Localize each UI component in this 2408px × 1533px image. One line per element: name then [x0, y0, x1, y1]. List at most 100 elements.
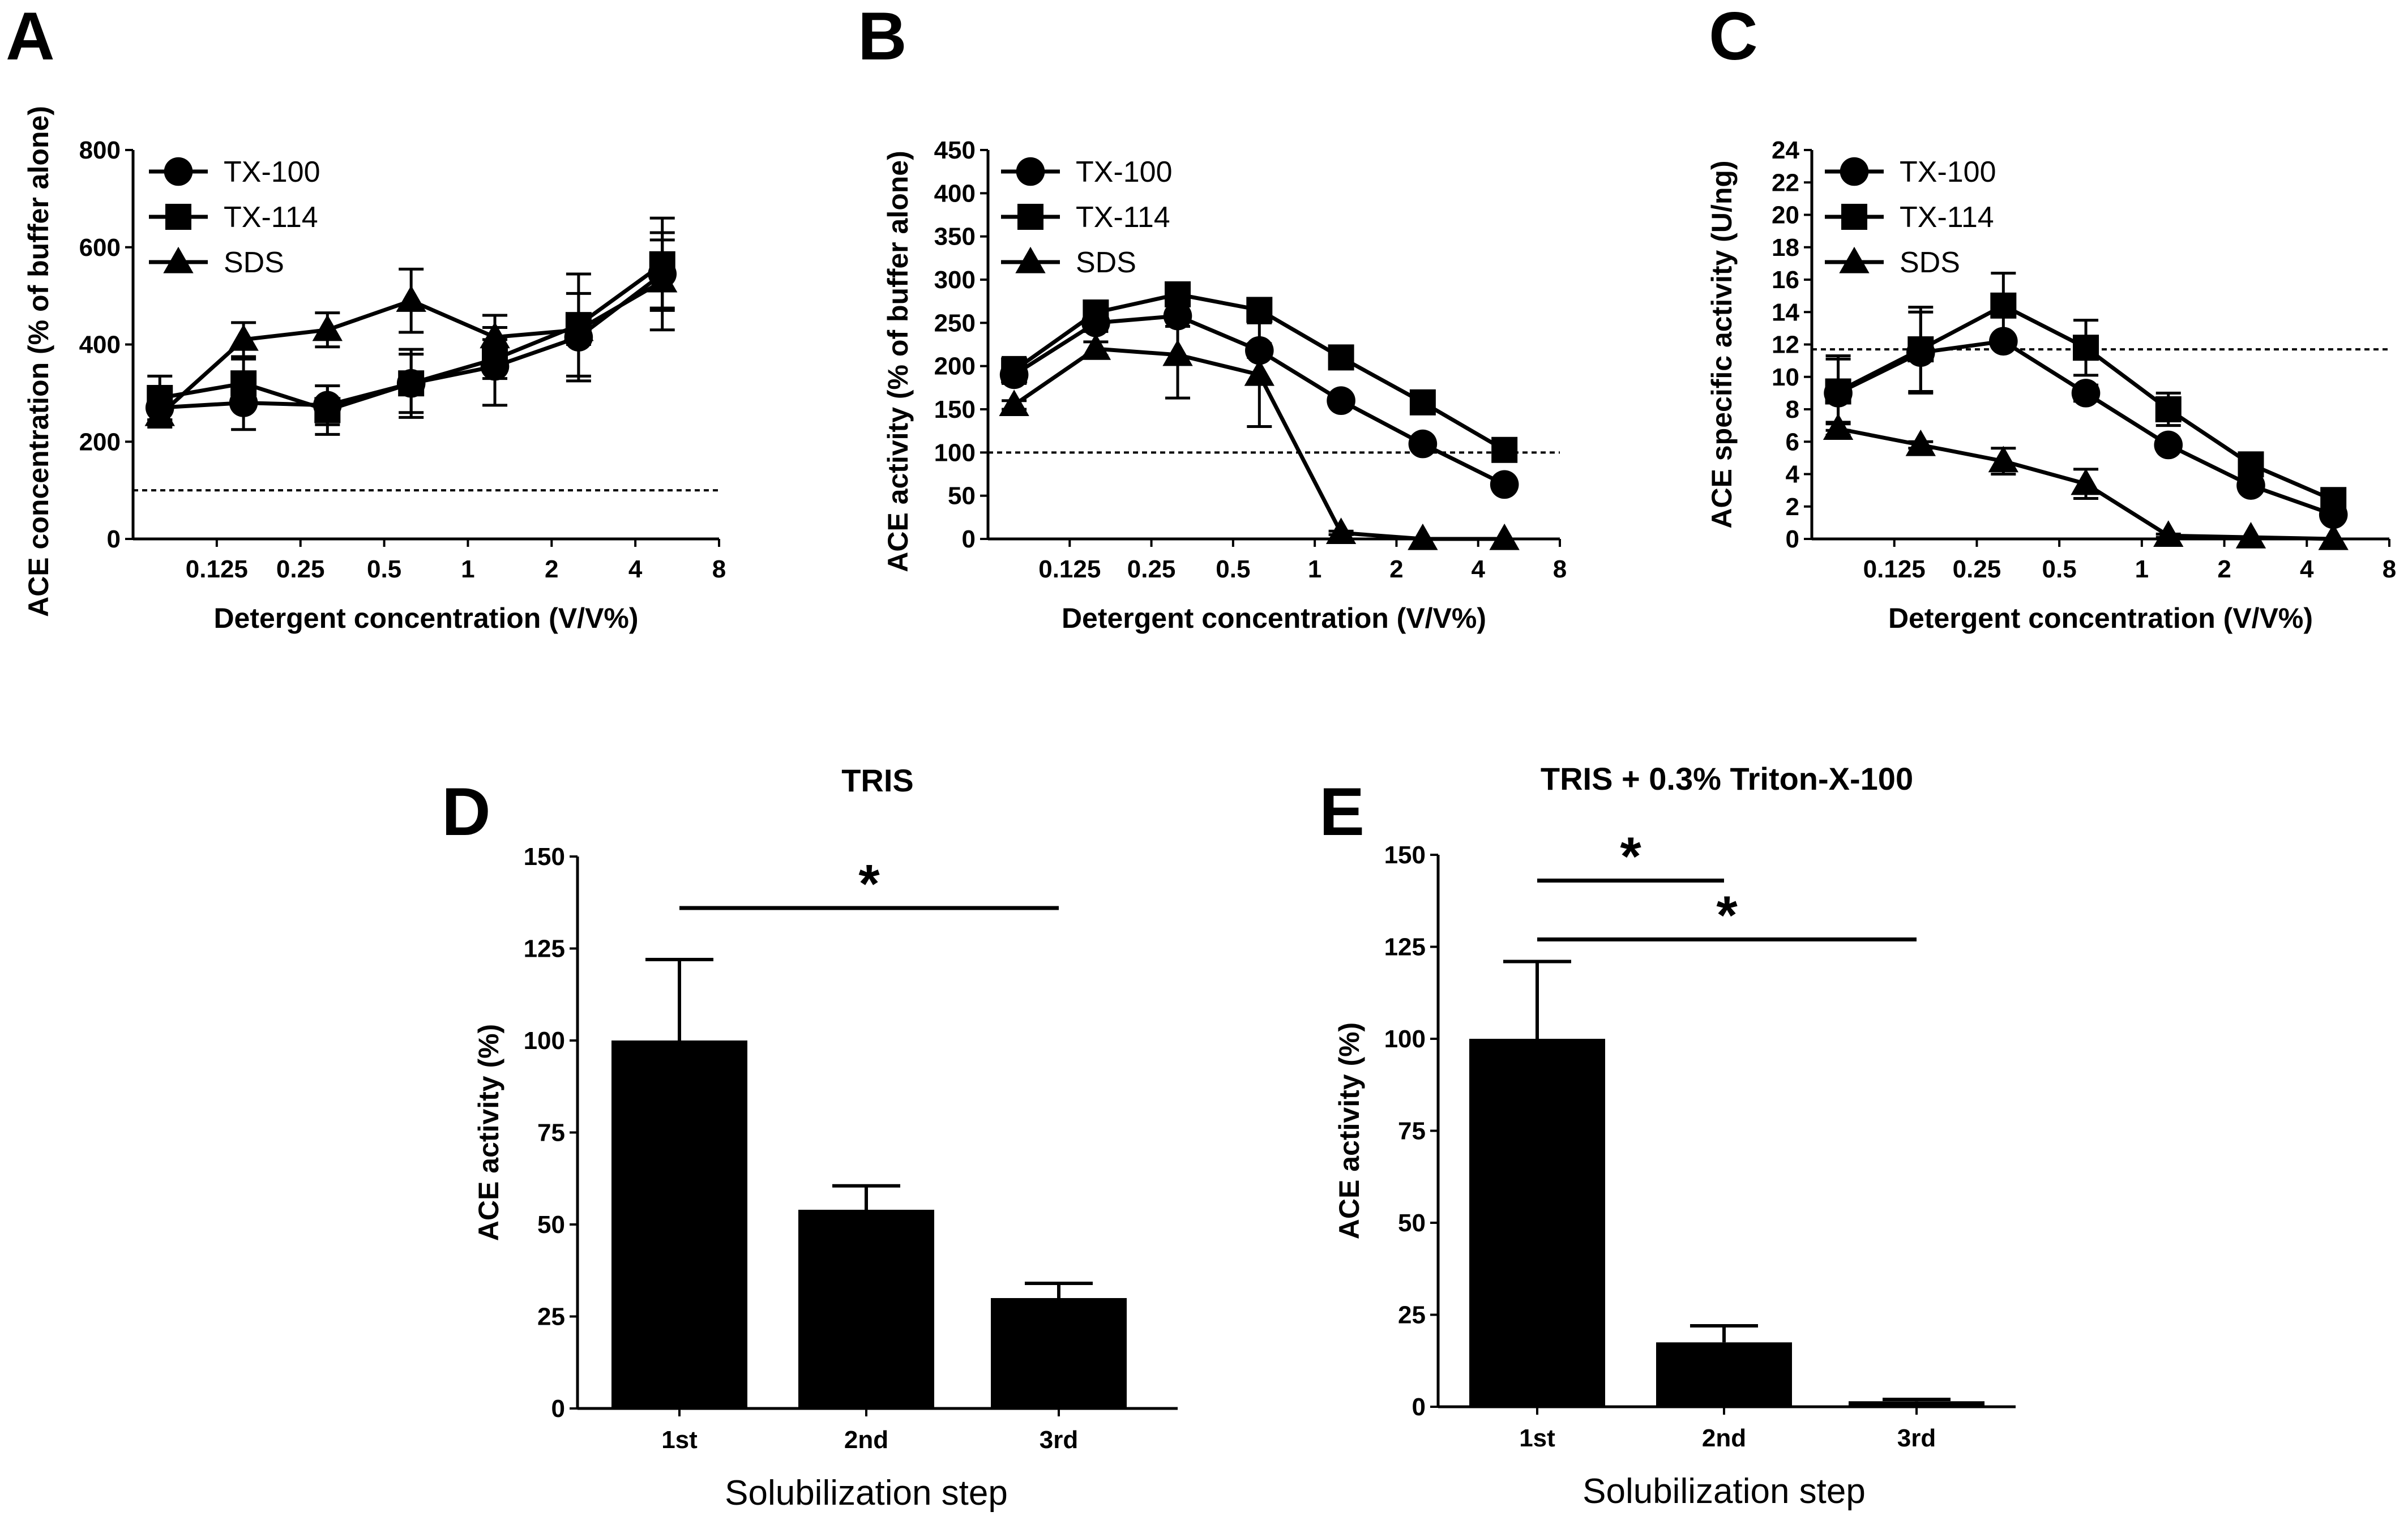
x-tick-label: 1 — [461, 555, 474, 583]
data-point — [1990, 292, 2017, 319]
x-tick-label: 0.5 — [367, 555, 401, 583]
y-tick-label: 22 — [1772, 169, 1799, 196]
y-axis-title: ACE specific activity (U/ng) — [1706, 160, 1738, 528]
data-point — [1328, 344, 1354, 371]
y-tick-label: 600 — [79, 234, 121, 262]
y-tick-label: 0 — [1412, 1393, 1426, 1421]
data-point — [2153, 520, 2184, 547]
x-tick-label: 0.25 — [1953, 555, 2001, 583]
y-tick-label: 50 — [1398, 1209, 1426, 1237]
x-axis-title: Detergent concentration (V/V%) — [213, 602, 638, 634]
legend-marker — [1839, 246, 1870, 273]
data-point — [2154, 430, 2183, 460]
panel-letter-d: D — [442, 774, 491, 850]
legend-label: TX-100 — [224, 156, 320, 189]
legend-marker — [165, 204, 191, 230]
bar — [798, 1210, 934, 1408]
data-point — [144, 399, 175, 426]
y-tick-label: 400 — [79, 331, 121, 359]
legend-label: SDS — [1900, 246, 1960, 279]
y-tick-label: 18 — [1772, 234, 1799, 262]
x-axis-title: Detergent concentration (V/V%) — [1888, 602, 2313, 634]
data-point — [1083, 299, 1109, 326]
legend-marker — [163, 246, 194, 273]
data-point — [1905, 429, 1936, 456]
data-point — [563, 314, 594, 341]
data-point — [1409, 389, 1436, 416]
y-tick-label: 0 — [107, 525, 121, 553]
x-tick-label: 1st — [661, 1426, 698, 1454]
y-tick-label: 20 — [1772, 202, 1799, 229]
data-point — [2236, 471, 2265, 500]
y-tick-label: 8 — [1786, 396, 1799, 423]
data-point — [2071, 379, 2101, 408]
x-tick-label: 3rd — [1897, 1424, 1936, 1452]
data-point — [480, 322, 510, 349]
y-tick-label: 350 — [934, 223, 976, 251]
x-tick-label: 8 — [2383, 555, 2396, 583]
y-tick-label: 125 — [1384, 933, 1426, 961]
data-point — [1246, 297, 1273, 323]
data-point — [1162, 339, 1193, 366]
significance-star: * — [1620, 827, 1641, 887]
y-tick-label: 24 — [1772, 136, 1799, 164]
y-tick-label: 100 — [524, 1027, 565, 1055]
data-point — [1907, 336, 1934, 363]
y-tick-label: 6 — [1786, 428, 1799, 456]
x-tick-label: 8 — [712, 555, 726, 583]
legend-label: SDS — [1076, 246, 1136, 279]
data-point — [1080, 333, 1111, 360]
significance-star: * — [858, 854, 880, 914]
data-point — [1244, 359, 1274, 386]
series-sds — [144, 231, 678, 429]
legend-marker — [1015, 246, 1046, 273]
data-point — [2071, 468, 2101, 495]
chart-title: TRIS — [841, 763, 914, 798]
bar — [991, 1298, 1127, 1408]
chart-title: TRIS + 0.3% Triton-X-100 — [1541, 761, 1913, 797]
data-point — [2318, 523, 2349, 550]
y-tick-label: 200 — [934, 353, 976, 380]
x-tick-label: 2 — [1389, 555, 1403, 583]
data-point — [647, 266, 678, 293]
y-axis-title: ACE concentration (% of buffer alone) — [23, 106, 54, 617]
y-tick-label: 14 — [1772, 298, 1799, 326]
x-tick-label: 0.25 — [276, 555, 325, 583]
y-tick-label: 150 — [934, 396, 976, 423]
data-point — [2238, 451, 2264, 478]
data-point — [396, 285, 426, 312]
y-tick-label: 0 — [962, 525, 976, 553]
y-axis-title: ACE activity (%) — [1333, 1022, 1365, 1239]
x-tick-label: 2nd — [844, 1426, 888, 1454]
data-point — [1989, 327, 2018, 356]
data-point — [2155, 396, 2182, 422]
series-tx-114 — [1825, 272, 2347, 513]
data-point — [999, 389, 1029, 417]
x-tick-label: 1 — [2135, 555, 2149, 583]
y-tick-label: 800 — [79, 136, 121, 164]
legend-label: TX-114 — [1076, 201, 1170, 234]
y-tick-label: 400 — [934, 179, 976, 207]
x-tick-label: 3rd — [1040, 1426, 1078, 1454]
y-axis-title: ACE activity (%) — [473, 1024, 504, 1241]
chart-a: 0 200 400 600 800 0.125 0.25 0.5 1 2 4 8 Detergent c… — [23, 106, 726, 634]
legend-label: SDS — [224, 246, 284, 279]
data-point — [398, 370, 425, 397]
data-point — [1825, 378, 1851, 405]
data-point — [314, 397, 341, 423]
y-tick-label: 4 — [1786, 461, 1800, 489]
legend-marker — [1016, 157, 1045, 186]
data-point — [1823, 413, 1854, 440]
data-point — [228, 324, 259, 351]
series-sds — [999, 310, 1520, 550]
significance-star: * — [1716, 885, 1738, 946]
x-tick-label: 0.25 — [1127, 555, 1176, 583]
data-point — [2073, 335, 2099, 361]
series-sds — [1823, 413, 2349, 550]
y-tick-label: 150 — [1384, 841, 1426, 869]
y-tick-label: 50 — [537, 1211, 565, 1239]
x-tick-label: 2 — [545, 555, 558, 583]
x-axis-title: Solubilization step — [1582, 1472, 1866, 1511]
x-tick-label: 0.5 — [1216, 555, 1250, 583]
